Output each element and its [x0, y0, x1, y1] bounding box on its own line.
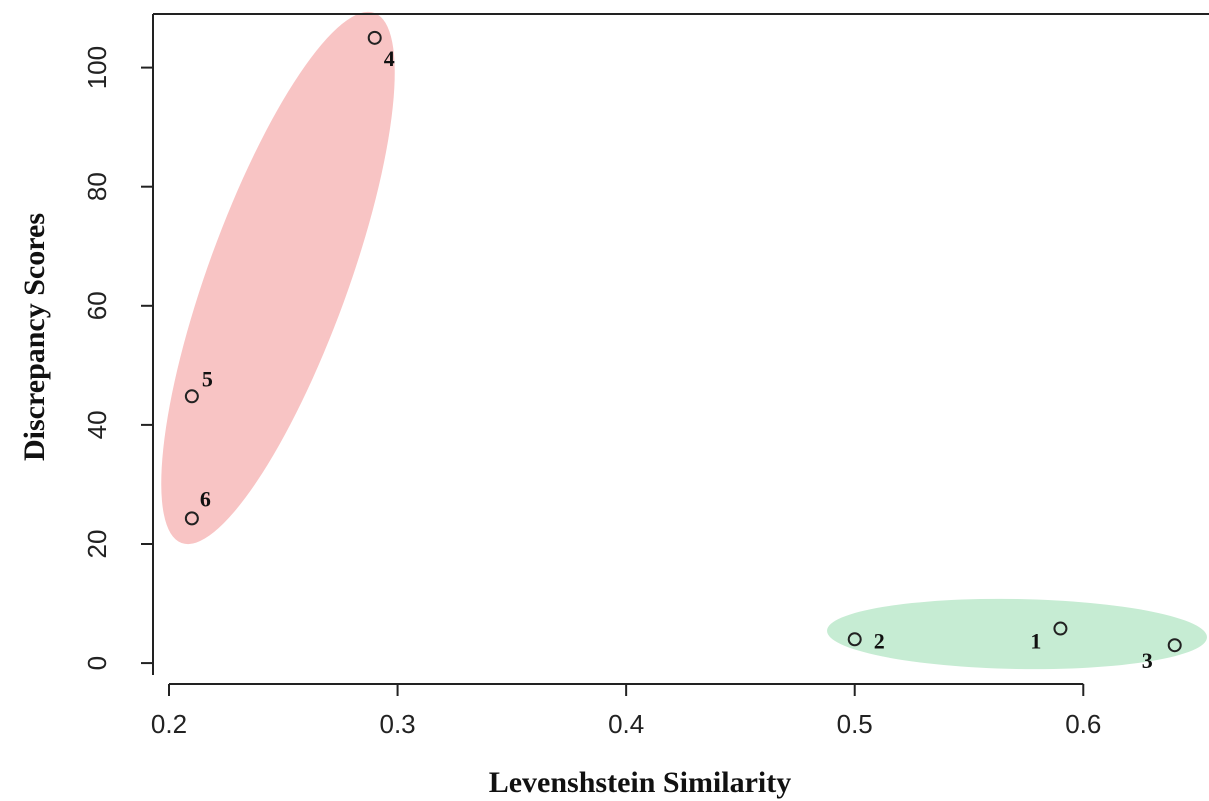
point-label-1: 1	[1030, 629, 1041, 654]
x-tick-label: 0.2	[151, 709, 187, 739]
y-axis-title: Discrepancy Scores	[18, 213, 51, 461]
y-axis: 0 20 40 60 80 100	[82, 46, 153, 670]
x-tick-label: 0.4	[608, 709, 644, 739]
y-tick-label: 80	[82, 172, 112, 201]
data-point-5	[184, 389, 199, 404]
y-tick-label: 60	[82, 291, 112, 320]
point-label-4: 4	[384, 46, 395, 71]
data-point-3	[1167, 638, 1182, 653]
x-axis-title: Levenshstein Similarity	[489, 766, 792, 799]
x-axis: 0.2 0.3 0.4 0.5 0.6	[151, 683, 1101, 739]
data-point-2	[847, 632, 862, 647]
x-tick-label: 0.5	[837, 709, 873, 739]
x-tick-label: 0.3	[379, 709, 415, 739]
data-point-1	[1053, 621, 1068, 636]
y-tick-label: 100	[82, 46, 112, 89]
y-tick-label: 0	[82, 656, 112, 670]
cluster-ellipse-2	[827, 598, 1207, 670]
data-points: 1 2 3 4 5 6	[184, 30, 1182, 673]
point-label-3: 3	[1142, 648, 1153, 673]
cluster-ellipse-1	[161, 11, 395, 545]
point-label-6: 6	[200, 486, 211, 511]
point-label-2: 2	[874, 628, 885, 653]
y-tick-label: 40	[82, 410, 112, 439]
point-label-5: 5	[202, 366, 213, 391]
data-point-4	[367, 30, 382, 45]
y-tick-label: 20	[82, 530, 112, 559]
data-point-6	[184, 511, 199, 526]
cluster-regions	[161, 11, 1207, 670]
x-tick-label: 0.6	[1065, 709, 1101, 739]
